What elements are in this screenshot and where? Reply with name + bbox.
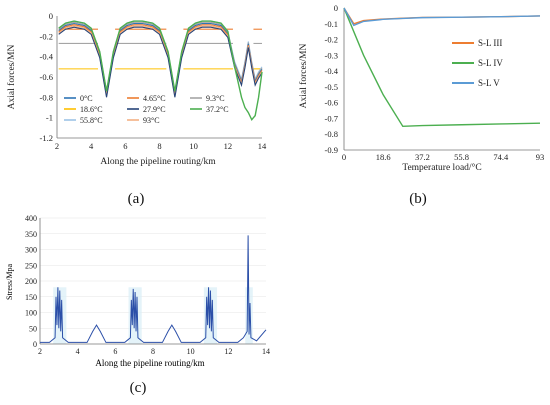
chart-a-legend-label: 4.65°C	[143, 94, 166, 103]
chart-b-legend-label: S-L IV	[478, 58, 503, 68]
chart-c-xtick: 12	[224, 347, 232, 356]
chart-a-legend-label: 18.6°C	[80, 105, 103, 114]
chart-a-ylabel: Axial forces/MN	[6, 45, 17, 110]
chart-c-ytick: 0	[33, 340, 37, 349]
chart-c-xtick: 8	[151, 347, 155, 356]
chart-c: 0 50 100 150 200 250 300 350 400 2 4 6 8 10 12 14 Stres…	[5, 214, 270, 368]
chart-a-xtick: 4	[89, 141, 94, 151]
chart-b-xtick: 74.4	[493, 152, 509, 162]
chart-c-ytick: 150	[25, 293, 37, 302]
chart-c-xtick: 6	[113, 347, 117, 356]
chart-a-legend-label: 55.8°C	[80, 116, 103, 125]
chart-b-xtick: 18.6	[376, 152, 391, 162]
chart-c-xlabel: Along the pipeline routing/km	[95, 358, 204, 368]
chart-a-legend-label: 93°C	[143, 116, 160, 125]
chart-c-ytick: 350	[25, 230, 37, 239]
caption-b: (b)	[409, 191, 427, 207]
chart-a-xtick: 2	[55, 141, 59, 151]
chart-c-ytick: 400	[25, 214, 37, 223]
chart-a-ytick: -0.4	[40, 52, 54, 62]
chart-a-ytick: -0.6	[40, 72, 53, 82]
chart-c-ytick: 300	[25, 246, 37, 255]
chart-a-xtick: 8	[157, 141, 161, 151]
chart-c-series-line	[40, 235, 267, 343]
chart-a-ytick: -1.2	[40, 133, 53, 143]
chart-b-ytick: -0.8	[325, 129, 338, 139]
chart-b-xtick: 55.8	[454, 152, 469, 162]
chart-b-ytick: -0.4	[325, 66, 339, 76]
chart-a-xtick: 14	[258, 141, 267, 151]
chart-b-legend-label: S-L V	[478, 78, 500, 88]
chart-b-xtick: 0	[342, 152, 346, 162]
caption-c: (c)	[130, 380, 147, 396]
chart-c-ylabel: Stress/Mpa	[5, 264, 14, 300]
chart-a-ytick: -0.8	[40, 92, 53, 102]
chart-a-legend-label: 0°C	[80, 94, 93, 103]
chart-b-series-line	[343, 7, 541, 27]
chart-a-legend-label: 9.3°C	[206, 94, 225, 103]
chart-b-xtick: 93	[536, 152, 545, 162]
chart-b-ytick: -0.6	[325, 98, 338, 108]
chart-a: 2 4 6 8 10 12 14 0 -0.2 -0.4 -0.6 -0.8 -1 -1.2 Axial …	[6, 11, 267, 167]
chart-a-series-line-green	[58, 20, 263, 121]
chart-a-legend-label: 27.9°C	[143, 105, 166, 114]
chart-c-xtick: 2	[38, 347, 42, 356]
chart-c-ytick: 100	[25, 309, 37, 318]
chart-c-xtick: 4	[76, 347, 80, 356]
chart-b-ytick: -0.7	[325, 113, 338, 123]
chart-b-ytick: 0	[334, 3, 338, 13]
chart-b-ytick: -0.9	[325, 145, 338, 155]
chart-b-xtick: 37.2	[415, 152, 430, 162]
chart-c-xtick: 14	[262, 347, 270, 356]
chart-a-xtick: 12	[224, 141, 233, 151]
chart-b-series-line	[343, 7, 541, 128]
chart-a-ytick: -1	[46, 113, 53, 123]
chart-b-xlabel: Temperature load/°C	[402, 162, 481, 173]
chart-a-xtick: 10	[189, 141, 198, 151]
chart-a-legend-label: 37.2°C	[206, 105, 229, 114]
chart-c-ytick: 200	[25, 277, 37, 286]
chart-b-ylabel: Axial forces/MN	[298, 44, 309, 109]
chart-a-xtick: 6	[123, 141, 127, 151]
chart-b-ytick: -0.5	[325, 82, 338, 92]
caption-a: (a)	[128, 191, 145, 207]
chart-b-ytick: -0.3	[325, 50, 338, 60]
chart-c-xtick: 10	[187, 347, 195, 356]
chart-a-series-line	[58, 26, 263, 98]
chart-a-xlabel: Along the pipeline routing/km	[100, 157, 216, 167]
chart-b-legend-label: S-L III	[478, 38, 502, 48]
chart-b-ytick: -0.1	[325, 19, 338, 29]
chart-c-ytick: 50	[29, 324, 37, 333]
chart-a-ytick: 0	[49, 11, 53, 21]
chart-b: 0 18.6 37.2 55.8 74.4 93 0 -0.1 -0.2 -0.3 -0.4 -0.5…	[298, 3, 544, 173]
chart-c-ytick: 250	[25, 261, 37, 270]
chart-a-ytick: -0.2	[40, 31, 53, 41]
chart-b-ytick: -0.2	[325, 35, 338, 45]
